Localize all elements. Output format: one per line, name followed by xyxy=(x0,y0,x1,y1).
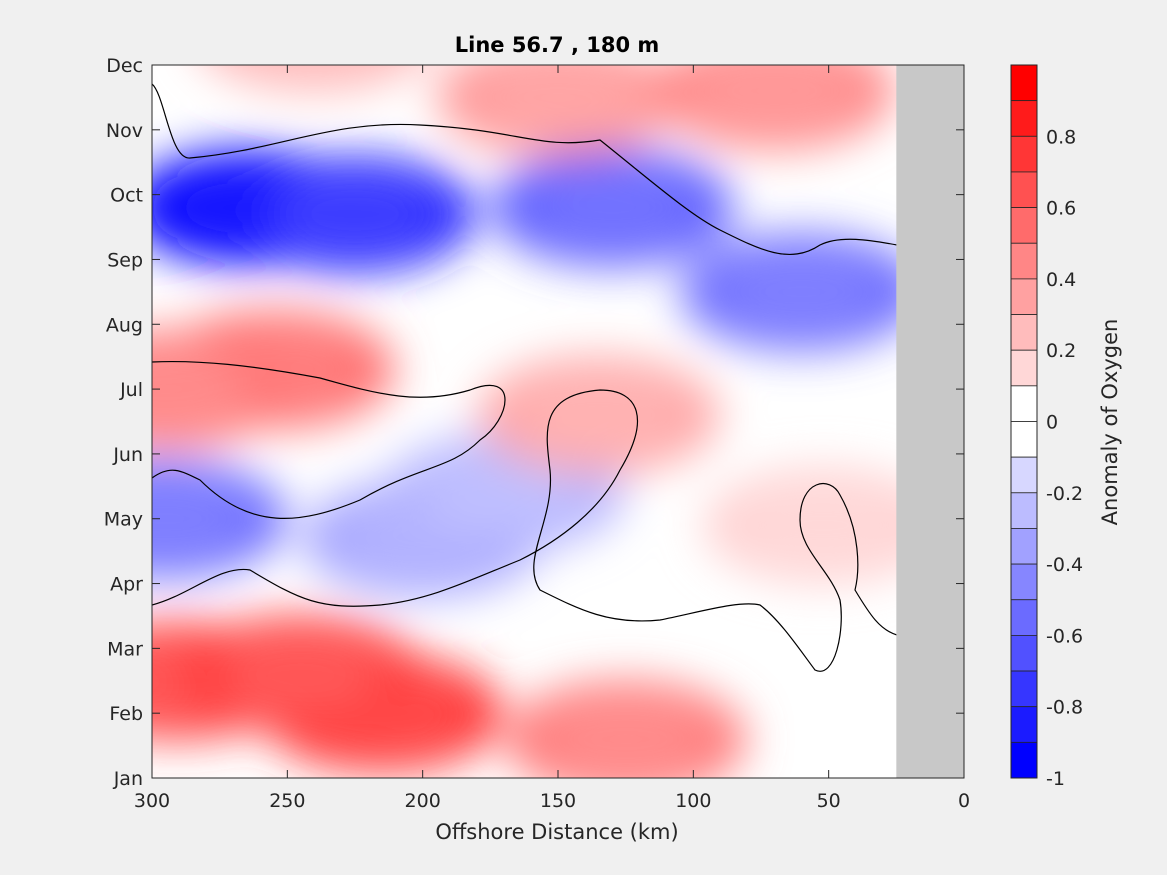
colorbar-segment xyxy=(1010,314,1038,351)
zero-contour-line xyxy=(152,389,897,672)
y-tick-label: Sep xyxy=(107,249,143,271)
x-axis: 300 250 200 150 100 50 0 xyxy=(134,65,970,812)
colorbar-segment xyxy=(1010,635,1038,672)
x-tick-label: 0 xyxy=(958,790,970,812)
y-axis: Jan Feb Mar Apr May Jun Jul Aug Sep Oct Nov Dec xyxy=(104,55,964,790)
x-axis-title: Offshore Distance (km) xyxy=(435,820,678,844)
anomaly-blob xyxy=(216,633,385,715)
colorbar-segment xyxy=(1010,64,1038,102)
anomaly-blob xyxy=(152,348,250,430)
y-tick-label: Jun xyxy=(112,444,143,466)
x-tick-label: 200 xyxy=(405,790,441,812)
anomaly-blob xyxy=(541,698,710,778)
y-tick-label: May xyxy=(104,509,143,531)
zero-contour-line xyxy=(152,83,897,255)
anomaly-blob xyxy=(474,65,642,138)
colorbar-segment xyxy=(1010,421,1038,458)
colorbar-segment xyxy=(1010,706,1038,743)
x-tick-label: 300 xyxy=(134,790,170,812)
colorbar-segment xyxy=(1010,670,1038,708)
colorbar-segment xyxy=(1010,385,1038,422)
colorbar-segment xyxy=(1010,563,1038,601)
anomaly-blob xyxy=(152,478,250,560)
colorbar-tick-label: 0.4 xyxy=(1046,269,1076,291)
y-tick-label: Feb xyxy=(109,703,143,725)
anomaly-blob xyxy=(271,173,439,255)
y-tick-label: Apr xyxy=(110,574,143,596)
colorbar-segment xyxy=(1010,492,1038,529)
anomaly-blob xyxy=(717,251,886,333)
colorbar-segment xyxy=(1010,599,1038,636)
plot-area xyxy=(151,64,965,779)
colorbar-label: Anomaly of Oxygen xyxy=(1098,319,1122,526)
colorbar-tick-label: 0.6 xyxy=(1046,198,1076,220)
y-tick-label: Jul xyxy=(119,379,143,401)
colorbar-tick-label: -1 xyxy=(1046,768,1065,790)
colorbar-tick-label: 0.8 xyxy=(1046,126,1076,148)
anomaly-blob xyxy=(690,65,859,132)
x-tick-label: 100 xyxy=(675,790,711,812)
colorbar-segment xyxy=(1010,135,1038,173)
no-data-region xyxy=(896,65,964,778)
colorbar-segment xyxy=(1010,171,1038,208)
y-tick-label: Oct xyxy=(110,185,143,207)
colorbar: 0.8 0.6 0.4 0.2 0 -0.2 -0.4 -0.6 -0.8 -1 xyxy=(1010,64,1083,790)
colorbar-tick-label: 0.2 xyxy=(1046,340,1076,362)
contour-field xyxy=(152,65,897,778)
colorbar-segment xyxy=(1010,349,1038,387)
y-tick-label: Aug xyxy=(106,314,143,336)
colorbar-frame xyxy=(1010,64,1038,779)
colorbar-tick-label: -0.2 xyxy=(1046,483,1083,505)
anomaly-blob xyxy=(214,65,414,91)
colorbar-tick-label: 0 xyxy=(1046,412,1058,434)
colorbar-segment xyxy=(1010,207,1038,244)
anomaly-blob xyxy=(528,167,697,249)
x-tick-label: 150 xyxy=(540,790,576,812)
y-tick-label: Nov xyxy=(106,120,143,142)
x-tick-label: 50 xyxy=(817,790,841,812)
x-tick-label: 250 xyxy=(269,790,305,812)
colorbar-tick-label: -0.6 xyxy=(1046,625,1083,647)
chart-title: Line 56.7 , 180 m xyxy=(455,33,660,57)
y-tick-label: Dec xyxy=(106,55,143,77)
anomaly-blob xyxy=(514,374,683,456)
colorbar-segment xyxy=(1010,456,1038,494)
y-tick-label: Mar xyxy=(107,638,143,660)
colorbar-segment xyxy=(1010,100,1038,137)
zero-contour-line xyxy=(152,360,506,519)
colorbar-tick-label: -0.4 xyxy=(1046,554,1083,576)
colorbar-tick-label: -0.8 xyxy=(1046,697,1083,719)
anomaly-blob xyxy=(739,484,897,566)
anomaly-blob xyxy=(263,65,365,74)
y-tick-label: Jan xyxy=(113,768,143,790)
colorbar-segment xyxy=(1010,741,1038,779)
colorbar-segment xyxy=(1010,528,1038,565)
colorbar-segment xyxy=(1010,242,1038,280)
colorbar-segment xyxy=(1010,278,1038,315)
